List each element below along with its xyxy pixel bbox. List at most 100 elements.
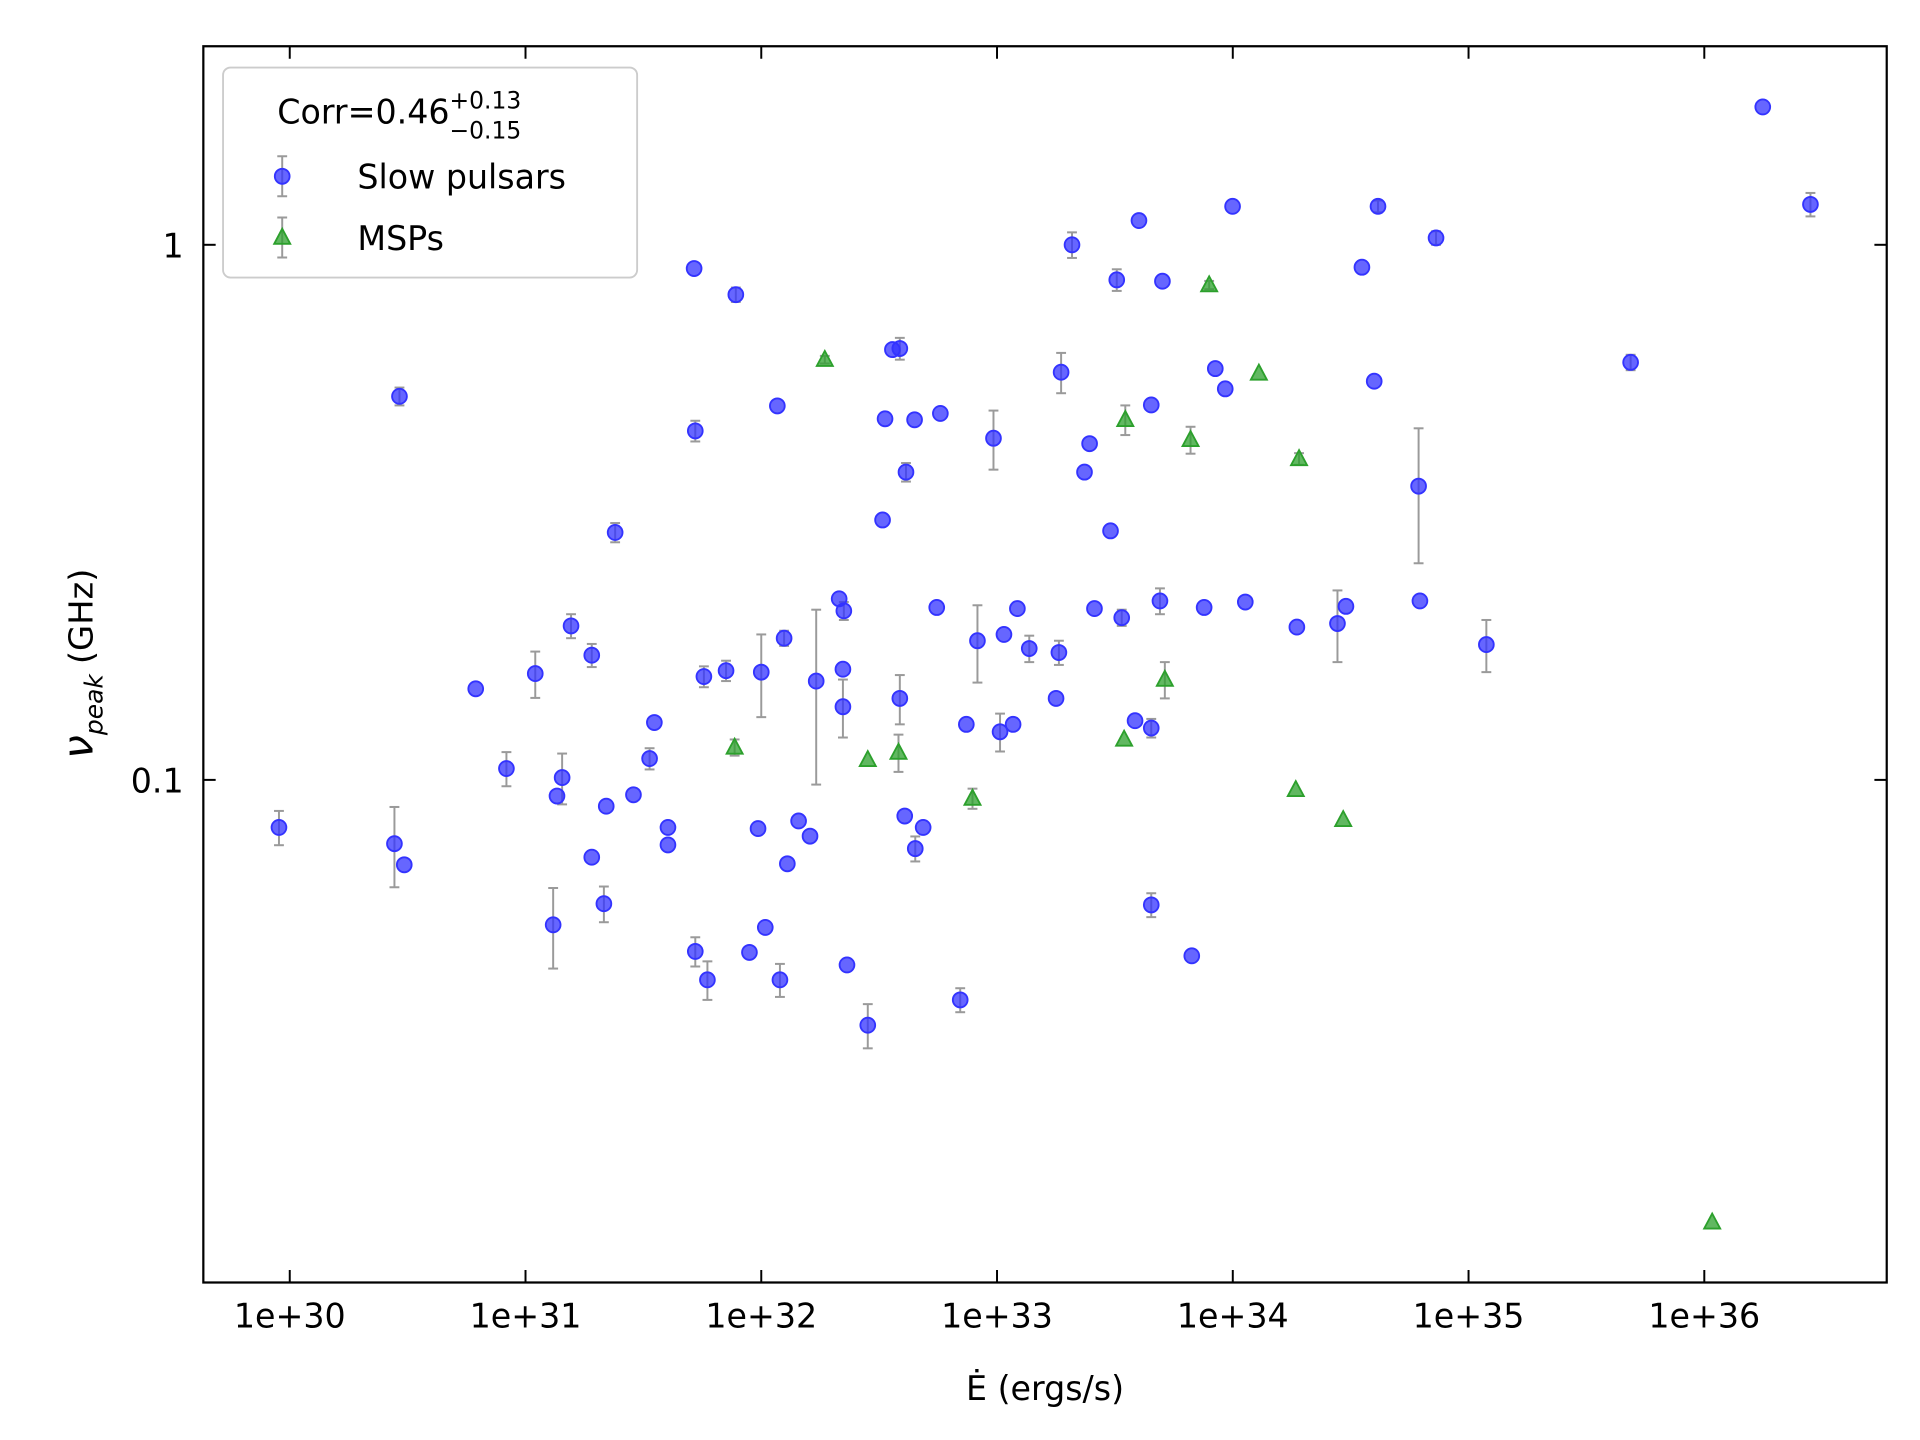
point [1199, 274, 1219, 293]
point [1249, 362, 1269, 381]
point [1102, 522, 1119, 540]
point [1236, 593, 1254, 611]
y-label-subscript: peak [79, 673, 108, 737]
point [859, 1016, 877, 1034]
point [1206, 360, 1224, 378]
point [897, 463, 915, 481]
legend-label: Slow pulsars [357, 158, 566, 197]
point [928, 599, 946, 616]
point [1369, 197, 1387, 215]
point [801, 827, 819, 845]
point [1180, 429, 1201, 448]
plot-frame [202, 45, 1888, 1284]
point [1142, 396, 1160, 414]
point [1224, 197, 1241, 215]
point [695, 668, 713, 685]
point [958, 715, 975, 733]
point [807, 672, 825, 690]
point [717, 662, 735, 680]
point [888, 741, 909, 760]
x-tick-label: 1e+30 [234, 1296, 346, 1335]
point [1052, 363, 1070, 381]
point [790, 812, 807, 830]
point [1288, 618, 1306, 636]
point [995, 625, 1013, 643]
x-tick-label: 1e+33 [941, 1296, 1053, 1335]
point [625, 786, 642, 804]
point [1113, 609, 1131, 627]
error-bar [811, 608, 822, 786]
point [553, 769, 571, 787]
point [838, 956, 856, 974]
point [1337, 597, 1355, 615]
point [583, 848, 601, 866]
point [932, 405, 949, 422]
point [951, 991, 969, 1009]
y-axis-label: νpeak (GHz) [54, 569, 109, 759]
point [914, 818, 932, 836]
point [1802, 195, 1819, 213]
point [1081, 435, 1098, 453]
point [646, 714, 663, 731]
point [1142, 896, 1160, 914]
legend-marker [273, 167, 291, 185]
point [1004, 715, 1022, 733]
point [769, 397, 786, 415]
point [1020, 640, 1038, 657]
point [969, 632, 986, 650]
legend-title: Corr=0.46+0.13 −0.15 [277, 87, 521, 145]
x-axis-label: Ė (ergs/s) [966, 1369, 1124, 1408]
point [1076, 463, 1093, 481]
point [1365, 372, 1383, 390]
legend-label: MSPs [357, 219, 444, 258]
point [876, 410, 894, 428]
point [775, 629, 793, 647]
point [1155, 668, 1175, 687]
legend-marker [272, 226, 292, 245]
point [1108, 271, 1126, 289]
point [891, 340, 909, 357]
point [896, 807, 914, 825]
point [1478, 636, 1495, 654]
point [595, 895, 613, 913]
y-label-unit: (GHz) [62, 569, 101, 665]
point [834, 698, 852, 716]
point [1151, 592, 1169, 610]
point [606, 524, 624, 541]
x-tick-label: 1e+35 [1413, 1296, 1525, 1335]
point [962, 787, 983, 806]
point [699, 971, 716, 989]
point [1050, 644, 1068, 661]
point [685, 260, 703, 277]
y-label-symbol: ν [54, 735, 103, 759]
point [498, 760, 515, 777]
point [395, 856, 413, 874]
point [906, 411, 923, 429]
point [1286, 779, 1306, 798]
point [1086, 600, 1103, 618]
point [891, 689, 909, 707]
point [834, 660, 852, 678]
point [526, 665, 544, 683]
point [1353, 258, 1371, 276]
point [467, 680, 485, 698]
point [727, 286, 745, 304]
point [1114, 728, 1134, 747]
legend-title-lower: −0.15 [450, 117, 522, 145]
point [835, 602, 853, 620]
point [686, 942, 704, 960]
point [906, 840, 924, 858]
legend-title-upper: +0.13 [450, 87, 522, 115]
point [686, 422, 704, 440]
point [548, 787, 566, 805]
point [1333, 809, 1353, 828]
point [544, 916, 562, 934]
point [562, 617, 580, 635]
y-tick-label: 1 [162, 226, 183, 265]
point [1410, 477, 1427, 495]
point [583, 646, 601, 664]
point [386, 835, 403, 853]
legend-title-text: Corr=0.46 [277, 93, 449, 132]
